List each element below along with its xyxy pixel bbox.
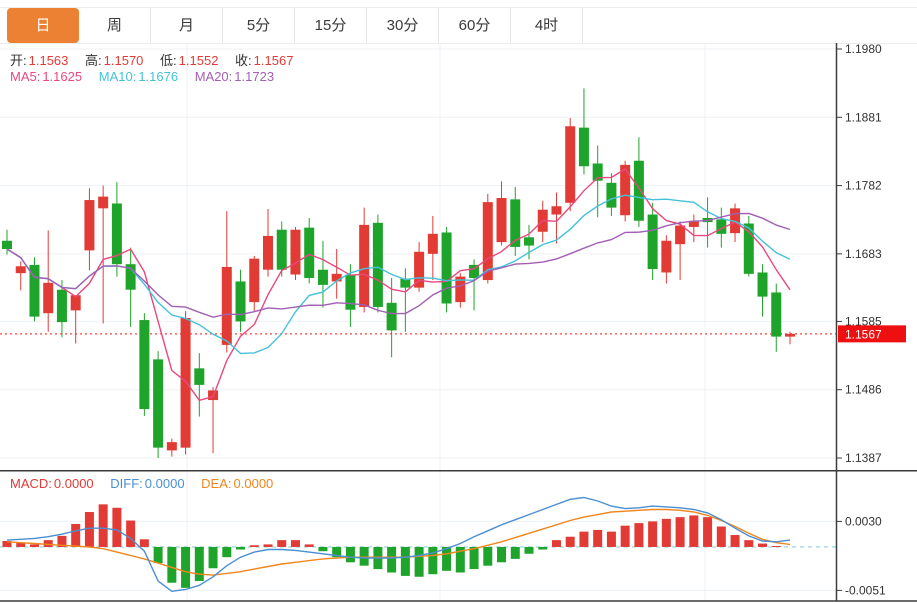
price-axis-label: 1.1486 <box>845 383 882 397</box>
tab-15分[interactable]: 15分 <box>295 8 367 43</box>
ma10-line <box>6 194 791 355</box>
price-axis-label: 1.1387 <box>845 451 882 465</box>
price-axis-label: 1.1980 <box>845 43 882 56</box>
price-axis-label: 1.1782 <box>845 179 882 193</box>
diff-line <box>6 496 791 593</box>
tab-5分[interactable]: 5分 <box>223 8 295 43</box>
tab-60分[interactable]: 60分 <box>439 8 511 43</box>
ma20-line <box>6 212 791 318</box>
macd-histogram <box>2 504 781 588</box>
current-price-tag: 1.1567 <box>838 325 906 343</box>
header-top-divider <box>0 7 917 8</box>
price-axis-label: 1.1683 <box>845 247 882 261</box>
timeframe-tabs: 日周月 5分 15分 30分 60分 4时 <box>7 8 583 43</box>
tab-周[interactable]: 周 <box>79 8 151 43</box>
tab-4时[interactable]: 4时 <box>511 8 583 43</box>
ma5-line <box>6 168 791 402</box>
price-axis-label: 1.1585 <box>845 314 882 328</box>
macd-axis-label: 0.0030 <box>845 514 882 528</box>
tab-30分[interactable]: 30分 <box>367 8 439 43</box>
tab-月[interactable]: 月 <box>151 8 223 43</box>
tab-日[interactable]: 日 <box>7 8 79 43</box>
macd-axis-label: -0.0051 <box>845 583 886 597</box>
candles-layer <box>2 88 795 458</box>
main-grid <box>0 43 917 470</box>
macd-chart[interactable]: 0.0030 -0.0051 <box>0 470 917 604</box>
candlestick-chart[interactable]: 1.1980 1.1881 1.1782 1.1683 1.1585 1.1486 1.13… <box>0 43 917 470</box>
dea-line <box>6 508 791 576</box>
macd-axis: 0.0030 -0.0051 <box>0 470 917 602</box>
price-axis-label: 1.1881 <box>845 110 882 124</box>
svg-text:1.1567: 1.1567 <box>845 327 882 341</box>
price-axis: 1.1980 1.1881 1.1782 1.1683 1.1585 1.1486 1.13… <box>835 43 882 470</box>
